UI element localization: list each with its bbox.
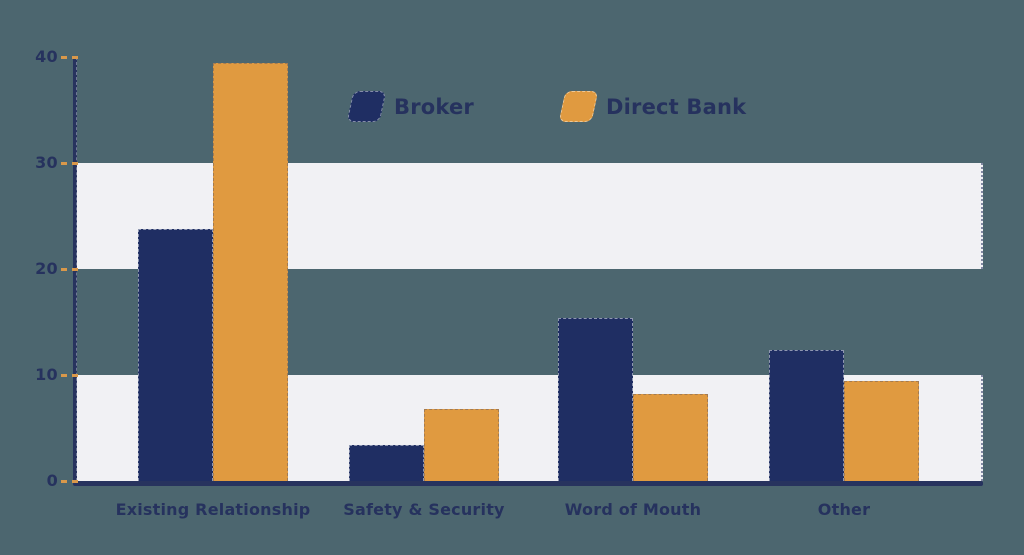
direct-bank-swatch-icon: [558, 91, 599, 122]
bar-broker-existing-relationship: [138, 228, 213, 481]
bar-direct-bank-word-of-mouth: [633, 394, 708, 481]
bar-direct-bank-existing-relationship: [213, 63, 288, 481]
broker-swatch-icon: [346, 91, 387, 122]
x-label-existing-relationship: Existing Relationship: [115, 500, 311, 519]
x-label-safety-security: Safety & Security: [343, 500, 505, 519]
y-tick-label-10: 10: [35, 365, 58, 384]
legend: Broker Direct Bank: [346, 91, 747, 122]
y-tick-label-20: 20: [35, 259, 58, 278]
y-tick-label-0: 0: [46, 471, 58, 490]
y-tick-label-30: 30: [35, 153, 58, 172]
x-label-other: Other: [817, 500, 871, 519]
y-tick-label-40: 40: [35, 47, 58, 66]
y-tick-10: [61, 374, 78, 377]
bar-broker-word-of-mouth: [558, 317, 633, 481]
x-label-word-of-mouth: Word of Mouth: [564, 500, 702, 519]
legend-item-direct-bank: Direct Bank: [558, 91, 747, 122]
x-axis-line: [73, 481, 983, 486]
legend-item-broker: Broker: [346, 91, 474, 122]
bar-broker-safety-security: [349, 444, 424, 481]
legend-label-broker: Broker: [394, 94, 474, 119]
y-tick-20: [61, 268, 78, 271]
y-tick-30: [61, 162, 78, 165]
y-tick-0: [61, 480, 78, 483]
bar-direct-bank-safety-security: [424, 408, 499, 481]
legend-label-direct-bank: Direct Bank: [606, 94, 747, 119]
bar-direct-bank-other: [844, 381, 919, 481]
y-tick-40: [61, 56, 78, 59]
bar-broker-other: [769, 349, 844, 481]
